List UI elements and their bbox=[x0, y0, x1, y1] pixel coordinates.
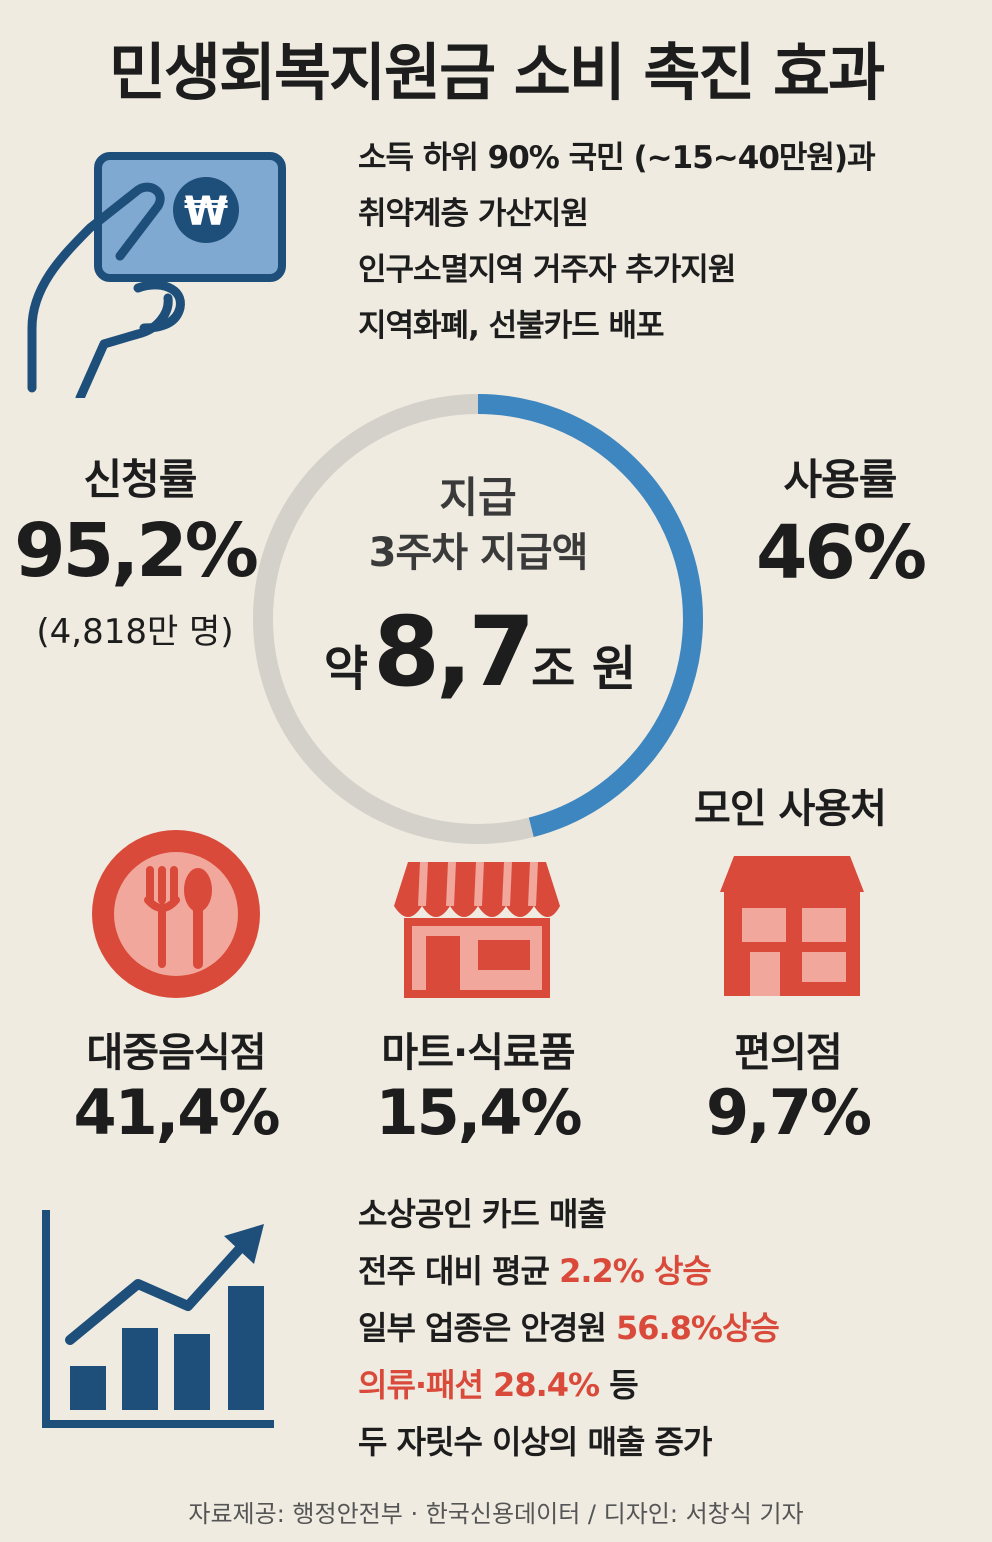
footer-credit: 자료제공: 행정안전부 · 한국신용데이터 / 디자인: 서창식 기자 bbox=[188, 1500, 804, 1528]
storefront-awning-icon bbox=[394, 861, 560, 998]
amount-value: 8,7 bbox=[373, 596, 535, 708]
usage-ring bbox=[253, 394, 703, 844]
usage-label: 사용률 bbox=[783, 455, 898, 504]
sales-list: 소상공인 카드 매출 전주 대비 평균 2.2% 상승 일부 업종은 안경원 5… bbox=[358, 1186, 780, 1471]
place-value-mart: 15,4% bbox=[375, 1076, 582, 1149]
center-line2: 3주차 지급액 bbox=[368, 530, 589, 576]
application-label: 신청률 bbox=[83, 455, 198, 504]
application-value: 95,2% bbox=[14, 508, 259, 594]
places-title: 모인 사용처 bbox=[694, 786, 887, 832]
convenience-store-icon bbox=[720, 856, 864, 996]
intro-list: 소득 하위 90% 국민 (~15~40만원)과 취약계층 가산지원 인구소멸지… bbox=[358, 130, 876, 354]
intro-line: 취약계층 가산지원 bbox=[358, 196, 589, 232]
sales-line5: 두 자릿수 이상의 매출 증가 bbox=[358, 1423, 712, 1461]
sales-line4: 의류·패션 28.4% 등 bbox=[358, 1366, 639, 1404]
place-label-mart: 마트·식료품 bbox=[381, 1030, 575, 1076]
amount-prefix: 약 bbox=[323, 641, 368, 697]
hand-holding-won-card-icon: ₩ bbox=[27, 152, 286, 398]
sales-line2: 전주 대비 평균 2.2% 상승 bbox=[358, 1252, 712, 1290]
sales-line3: 일부 업종은 안경원 56.8%상승 bbox=[358, 1309, 780, 1347]
sales-line1: 소상공인 카드 매출 bbox=[358, 1195, 607, 1233]
intro-line: 소득 하위 90% 국민 (~15~40만원)과 bbox=[358, 140, 876, 176]
place-value-convenience: 9,7% bbox=[706, 1076, 872, 1149]
intro-line: 지역화폐, 선불카드 배포 bbox=[358, 308, 665, 344]
fork-spoon-icon bbox=[92, 830, 260, 998]
place-label-convenience: 편의점 bbox=[734, 1030, 842, 1076]
svg-text:₩: ₩ bbox=[184, 189, 228, 235]
intro-line: 인구소멸지역 거주자 추가지원 bbox=[358, 252, 736, 288]
application-sub: (4,818만 명) bbox=[36, 612, 234, 652]
usage-value: 46% bbox=[755, 510, 927, 596]
rising-bar-chart-icon bbox=[42, 1210, 274, 1428]
center-line1: 지급 bbox=[439, 473, 517, 522]
center-amount: 약 8,7조 원 bbox=[290, 596, 670, 708]
amount-unit: 조 원 bbox=[531, 641, 637, 697]
place-label-restaurant: 대중음식점 bbox=[86, 1030, 267, 1076]
page-title: 민생회복지원금 소비 촉진 효과 bbox=[108, 36, 885, 109]
place-value-restaurant: 41,4% bbox=[73, 1076, 280, 1149]
